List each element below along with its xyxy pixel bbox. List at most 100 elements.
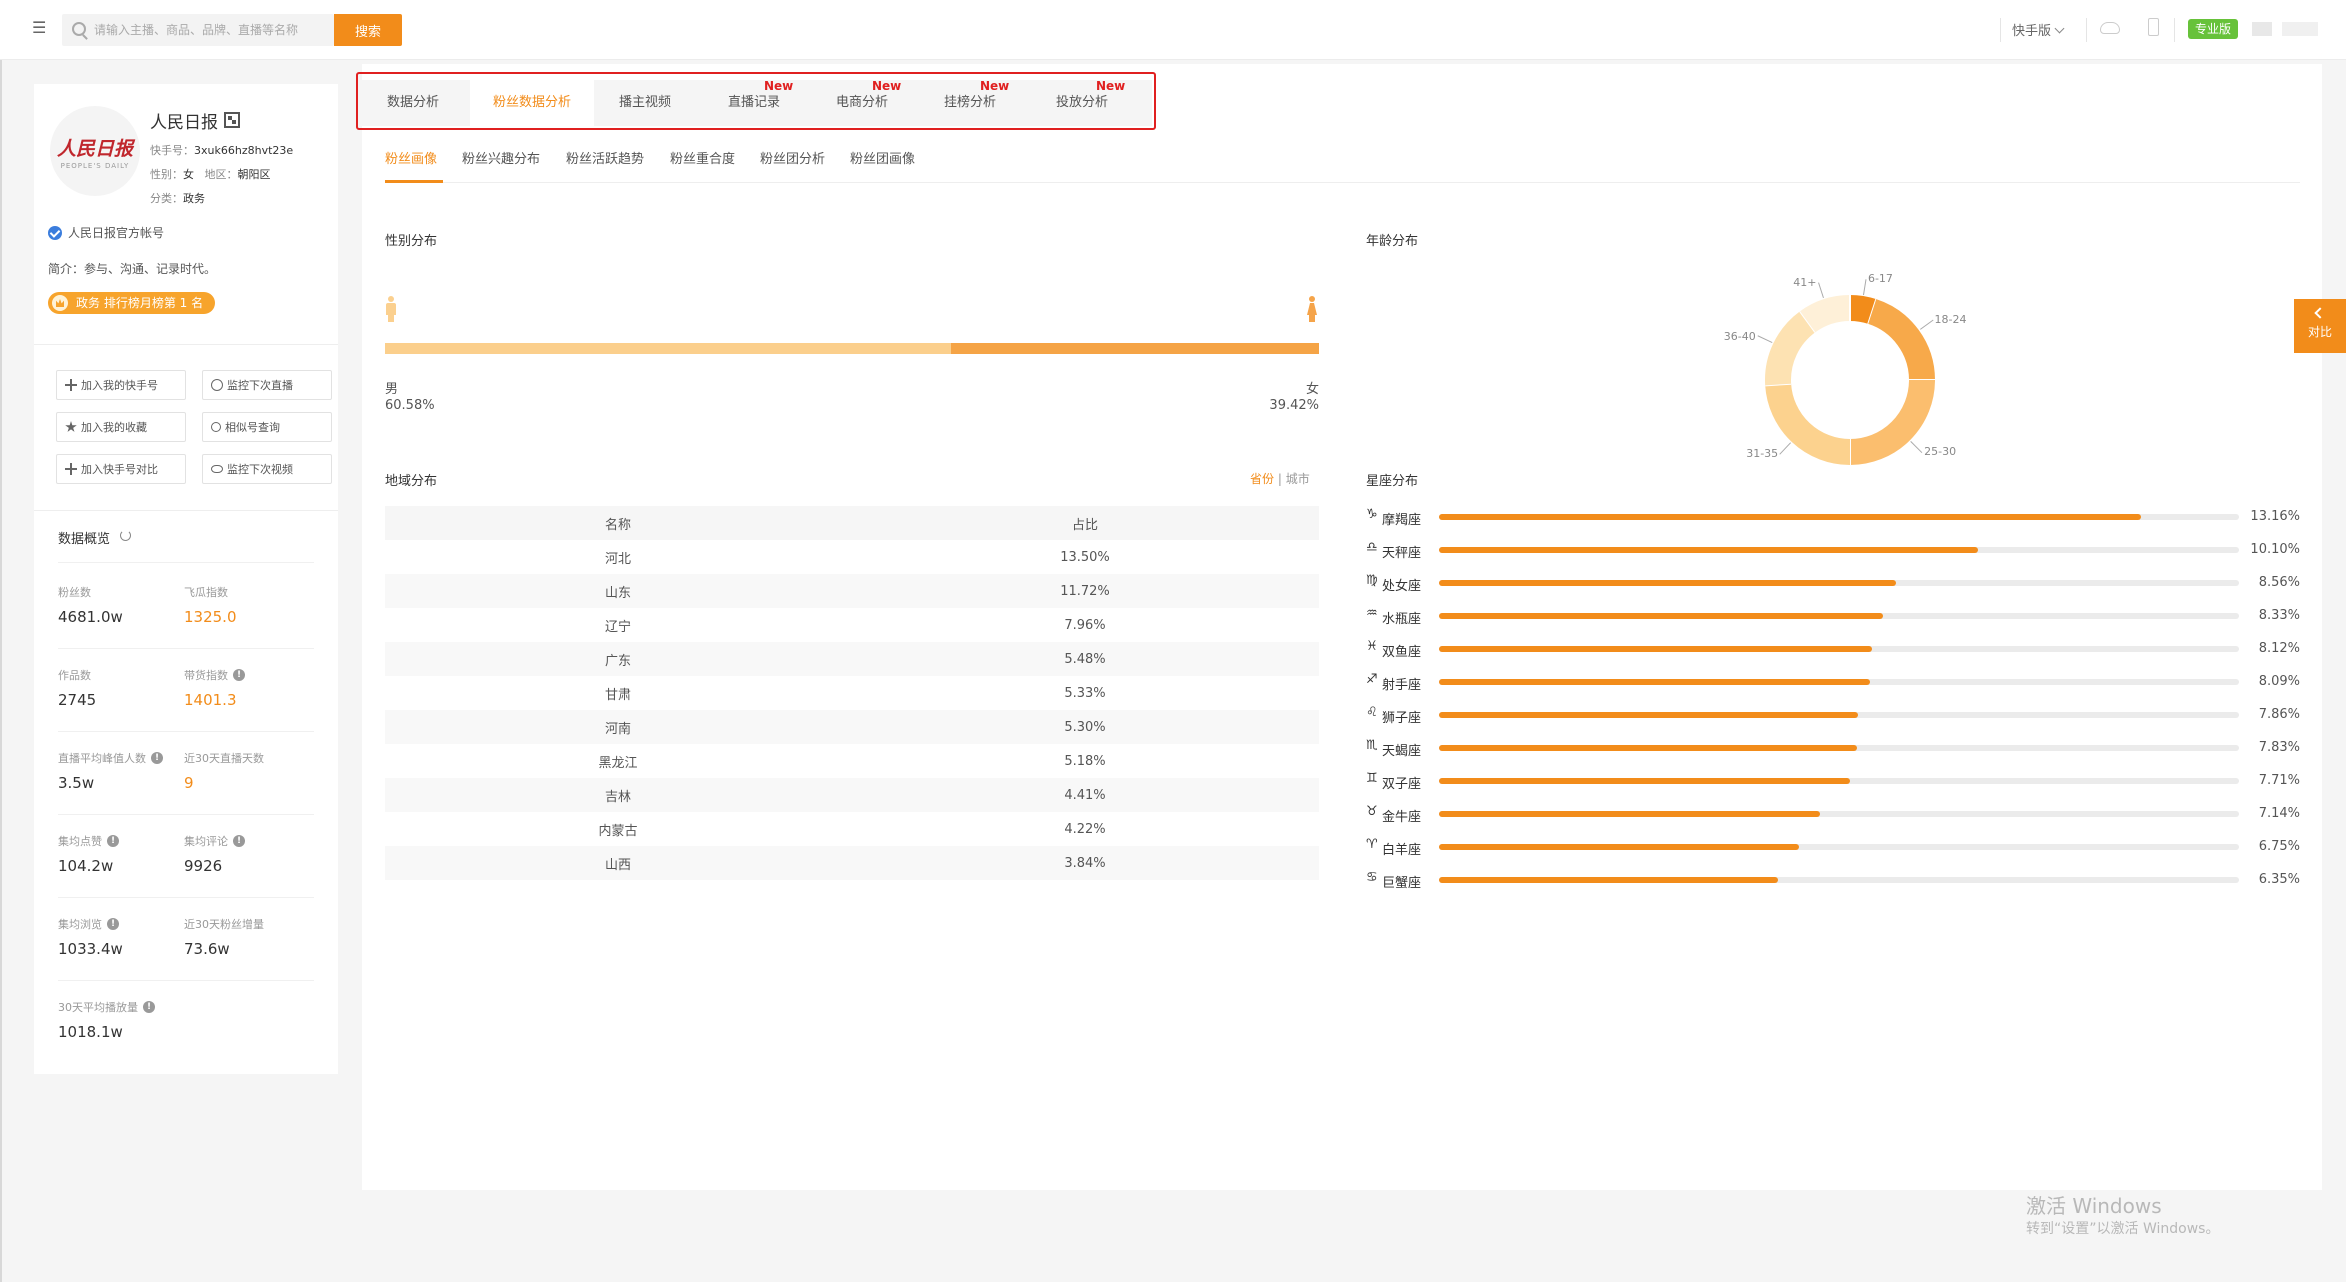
compare-tab[interactable]: 对比: [2294, 299, 2346, 353]
similar-search-button[interactable]: 相似号查询: [202, 412, 332, 442]
tab-1[interactable]: 数据分析: [386, 95, 439, 110]
toggle-separator: |: [1277, 472, 1282, 486]
constellation-name: 射手座: [1382, 678, 1422, 693]
tab-2[interactable]: 粉丝数据分析: [470, 80, 594, 126]
subtab-2[interactable]: 粉丝兴趣分布: [462, 152, 541, 167]
button-label: 加入快手号对比: [81, 463, 158, 476]
constellation-bar-track: [1439, 778, 2239, 784]
region-name: 辽宁: [604, 619, 631, 635]
stat-value: 1033.4w: [58, 940, 123, 958]
constellation-bar[interactable]: [1439, 745, 1857, 751]
constellation-name: 水瓶座: [1382, 612, 1422, 627]
constellation-bar[interactable]: [1439, 844, 1799, 850]
gender-label: 性别：: [150, 168, 183, 181]
stat-label: 集均浏览!: [58, 916, 119, 932]
windows-watermark-sub: 转到“设置”以激活 Windows。: [2026, 1221, 2220, 1237]
refresh-icon[interactable]: [120, 530, 131, 541]
age-slice-36-40[interactable]: [1765, 311, 1816, 386]
user-name[interactable]: [2282, 22, 2318, 36]
stat-label: 集均点赞!: [58, 833, 119, 849]
age-slice-25-30[interactable]: [1849, 379, 1935, 465]
constellation-bar[interactable]: [1439, 580, 1896, 586]
zodiac-icon: ♊: [1366, 771, 1378, 786]
constellation-bar[interactable]: [1439, 646, 1873, 652]
search-button[interactable]: 搜索: [334, 14, 402, 46]
phone-icon[interactable]: [2148, 18, 2159, 36]
stat-value: 3.5w: [58, 774, 95, 792]
subtab-3[interactable]: 粉丝活跃趋势: [566, 152, 645, 167]
left-edge: [0, 60, 2, 1282]
subtab-6[interactable]: 粉丝团画像: [850, 152, 916, 167]
divider: [58, 648, 314, 649]
subtab-1[interactable]: 粉丝画像: [385, 152, 438, 167]
age-label: 25-30: [1924, 445, 1957, 459]
age-slice-6-17[interactable]: [1849, 295, 1877, 325]
subtab-4[interactable]: 粉丝重合度: [670, 152, 736, 167]
info-icon[interactable]: !: [233, 669, 245, 681]
platform-select[interactable]: 快手版: [2012, 20, 2065, 39]
region-name: 河南: [385, 710, 851, 744]
constellation-bar[interactable]: [1439, 613, 1884, 619]
tab-3[interactable]: 播主视频: [618, 95, 671, 110]
toggle-city[interactable]: 城市: [1285, 472, 1310, 486]
profile-name: 人民日报: [150, 113, 218, 133]
category: 分类：政务: [150, 190, 205, 206]
constellation-bar-track: [1439, 745, 2239, 751]
female-label: 女: [1305, 382, 1319, 397]
divider: [58, 897, 314, 898]
info-icon[interactable]: !: [107, 835, 119, 847]
constellation-row: ♌ 狮子座 7.86%: [1366, 705, 2300, 726]
age-slice-41+[interactable]: [1800, 295, 1851, 333]
age-slice-31-35[interactable]: [1765, 383, 1851, 465]
zodiac-icon: ♉: [1366, 804, 1378, 819]
region-name: 甘肃: [604, 687, 631, 703]
menu-icon[interactable]: ☰: [32, 18, 47, 37]
constellation-bar[interactable]: [1439, 547, 1978, 553]
age-slice-18-24[interactable]: [1867, 299, 1935, 381]
constellation-bar[interactable]: [1439, 679, 1871, 685]
info-icon[interactable]: !: [143, 1001, 155, 1013]
gender-value: 女: [183, 168, 194, 181]
male-pct: 60.58%: [385, 398, 435, 413]
search-box: [62, 14, 334, 46]
monitor-video-button[interactable]: 监控下次视频: [202, 454, 332, 484]
search-input[interactable]: [94, 14, 330, 46]
info-icon[interactable]: !: [233, 835, 245, 847]
age-label: 18-24: [1934, 313, 1967, 327]
tab-5[interactable]: 电商分析: [835, 95, 888, 110]
region-pct: 5.18%: [1064, 753, 1106, 769]
account-label: 快手号：: [150, 144, 194, 157]
constellation-bar[interactable]: [1439, 712, 1859, 718]
constellation-bar-track: [1439, 646, 2239, 652]
user-avatar[interactable]: [2252, 22, 2272, 36]
female-pct: 39.42%: [1269, 398, 1319, 413]
rank-badge[interactable]: 政务 排行榜月榜第 1 名: [48, 292, 216, 314]
constellation-bar[interactable]: [1439, 514, 2141, 520]
qr-code-icon[interactable]: [224, 112, 240, 128]
tab-6[interactable]: 挂榜分析: [943, 95, 996, 110]
constellation-pct: 13.16%: [2250, 509, 2300, 524]
info-icon[interactable]: !: [107, 918, 119, 930]
add-favorite-button[interactable]: 加入我的收藏: [56, 412, 186, 442]
stat-label-text: 作品数: [58, 669, 91, 682]
info-icon[interactable]: !: [151, 752, 163, 764]
button-label: 加入我的快手号: [81, 379, 158, 392]
subtab-5[interactable]: 粉丝团分析: [760, 152, 826, 167]
pro-badge[interactable]: 专业版: [2188, 19, 2239, 39]
divider: [58, 562, 314, 563]
add-my-account-button[interactable]: 加入我的快手号: [56, 370, 186, 400]
constellation-bar[interactable]: [1439, 811, 1820, 817]
tab-4[interactable]: 直播记录: [727, 95, 780, 110]
monitor-live-button[interactable]: 监控下次直播: [202, 370, 332, 400]
add-compare-button[interactable]: 加入快手号对比: [56, 454, 186, 484]
tab-7[interactable]: 投放分析: [1055, 95, 1108, 110]
constellation-pct: 7.14%: [2258, 806, 2300, 821]
constellation-bar-track: [1439, 811, 2239, 817]
live-monitor-icon: [211, 379, 223, 391]
age-label: 36-40: [1723, 329, 1756, 343]
constellation-bar[interactable]: [1439, 778, 1851, 784]
constellation-title: 星座分布: [1366, 474, 1419, 489]
toggle-province[interactable]: 省份: [1250, 472, 1275, 486]
constellation-bar[interactable]: [1439, 877, 1778, 883]
cloud-icon[interactable]: [2100, 22, 2120, 34]
